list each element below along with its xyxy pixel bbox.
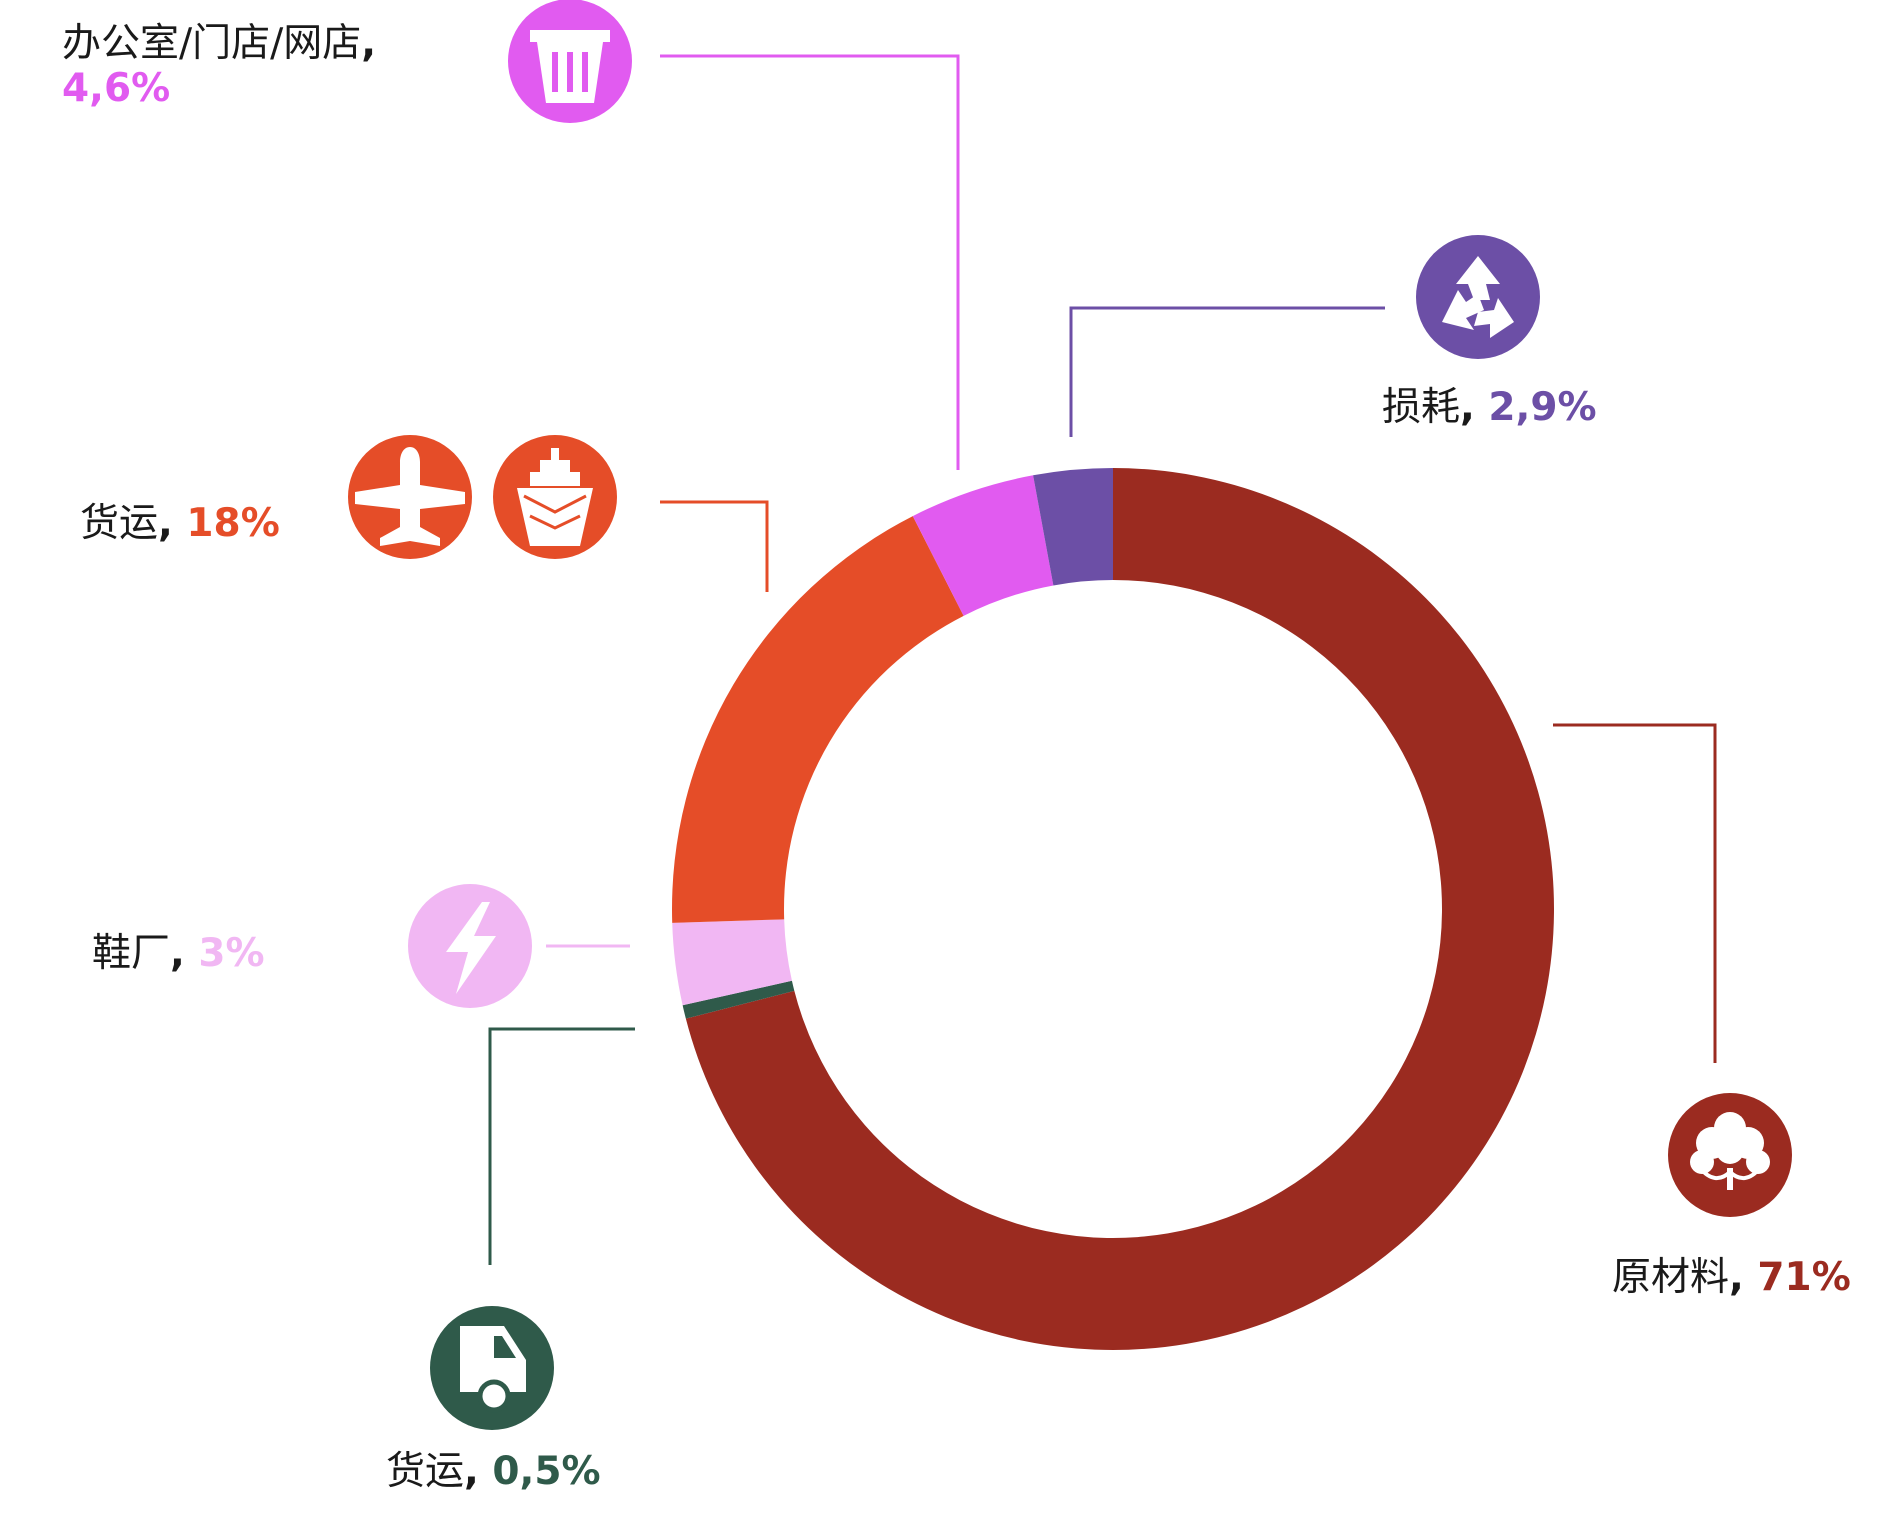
slice-waste [1033, 468, 1113, 586]
leader-line-store [660, 54, 960, 470]
label-truck-freight-value: 0,5% [492, 1449, 601, 1494]
lightning-icon [408, 884, 532, 1008]
label-waste: 损耗, 2,9% [1382, 385, 1597, 430]
label-waste-value: 2,9% [1488, 385, 1597, 430]
recycle-icon [1416, 235, 1540, 359]
label-freight-value: 18% [186, 501, 280, 546]
label-raw-material: 原材料, 71% [1612, 1255, 1851, 1300]
airplane-icon [348, 435, 472, 559]
leader-line-raw [1553, 723, 1717, 1063]
cotton-icon [1668, 1093, 1792, 1217]
label-freight-name: 货运 [80, 501, 159, 546]
truck-icon [430, 1306, 554, 1430]
trash-bin-icon [508, 0, 632, 123]
label-shoe-factory: 鞋厂, 3% [92, 931, 265, 976]
label-shoe-factory-name: 鞋厂 [92, 931, 171, 976]
slice-shoe [672, 919, 792, 1006]
slice-ship [671, 516, 964, 923]
label-store-name: 办公室/门店/网店 [62, 21, 362, 66]
leader-line-freight [660, 500, 769, 592]
ship-icon [493, 435, 617, 559]
slice-store [912, 475, 1054, 616]
leader-line-waste [1069, 306, 1385, 437]
donut-slices [671, 468, 1554, 1350]
label-freight: 货运, 18% [80, 501, 280, 546]
label-store-value: 4,6% [62, 65, 171, 111]
slice-truck [682, 980, 795, 1019]
label-raw-material-name: 原材料 [1612, 1255, 1730, 1300]
label-waste-name: 损耗 [1382, 385, 1461, 430]
label-truck-freight: 货运, 0,5% [386, 1449, 601, 1494]
label-raw-material-value: 71% [1757, 1255, 1851, 1300]
leader-line-truck [488, 1027, 635, 1265]
label-shoe-factory-value: 3% [198, 931, 265, 976]
label-truck-freight-name: 货运 [386, 1449, 465, 1494]
label-store: 办公室/门店/网店, 4,6% [62, 21, 377, 111]
